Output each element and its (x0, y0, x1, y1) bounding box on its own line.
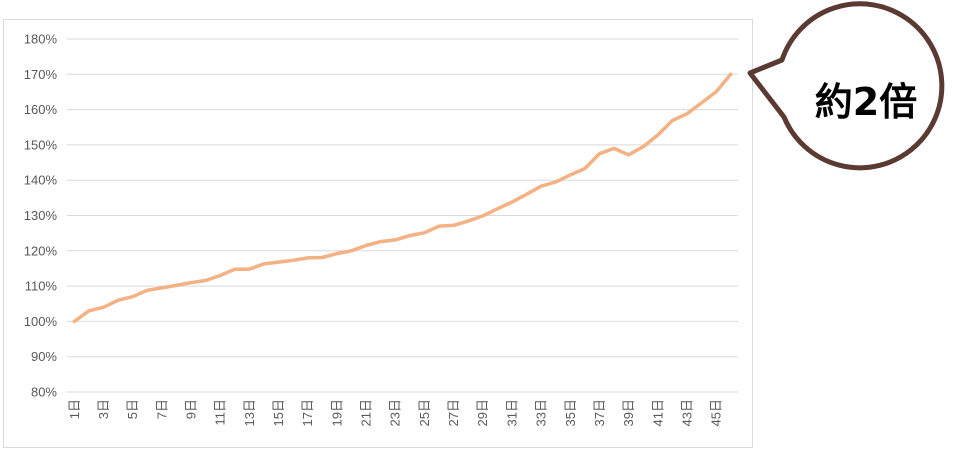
x-tick-label: 41日 (650, 399, 665, 426)
x-axis-ticks: 1日 3日 5日 7日 9日 11日 13日 15日 17日 19日 21日 23日 25日 27日 29日… (67, 399, 724, 426)
y-tick-label: 150% (24, 137, 58, 152)
x-tick-label: 39日 (621, 399, 636, 426)
y-tick-label: 140% (24, 173, 58, 188)
y-tick-label: 100% (24, 314, 58, 329)
gridlines (67, 38, 738, 393)
x-tick-label: 29日 (475, 399, 490, 426)
x-tick-label: 23日 (388, 399, 403, 426)
x-tick-label: 3日 (96, 399, 111, 419)
y-tick-label: 130% (24, 208, 58, 223)
x-tick-label: 13日 (242, 399, 257, 426)
x-tick-label: 21日 (359, 399, 374, 426)
x-tick-label: 45日 (709, 399, 724, 426)
x-tick-label: 5日 (125, 399, 140, 419)
x-tick-label: 7日 (154, 399, 169, 419)
x-tick-label: 1日 (67, 399, 82, 419)
x-tick-label: 43日 (679, 399, 694, 426)
x-tick-label: 19日 (329, 399, 344, 426)
x-tick-label: 35日 (563, 399, 578, 426)
y-tick-label: 170% (24, 67, 58, 82)
x-tick-label: 33日 (534, 399, 549, 426)
y-axis-ticks: 80% 90% 100% 110% 120% 130% 140% 150% 160% 170% 18… (24, 32, 58, 400)
y-tick-label: 110% (25, 279, 58, 294)
x-tick-label: 17日 (300, 399, 315, 426)
series-line (72, 72, 733, 324)
y-tick-label: 160% (24, 102, 58, 117)
callout-shape (747, 1, 945, 171)
y-tick-label: 180% (24, 32, 58, 47)
series-layer (72, 72, 733, 324)
x-tick-label: 27日 (446, 399, 461, 426)
x-tick-label: 11日 (213, 399, 228, 426)
callout-text: 約2倍 (815, 80, 917, 124)
y-tick-label: 80% (31, 385, 57, 400)
x-tick-label: 15日 (271, 399, 286, 426)
x-tick-label: 25日 (417, 399, 432, 426)
chart-frame (3, 19, 753, 448)
x-tick-label: 37日 (592, 399, 607, 426)
y-tick-label: 120% (24, 243, 58, 258)
y-tick-label: 90% (31, 349, 57, 364)
x-tick-label: 31日 (504, 399, 519, 426)
x-tick-label: 9日 (183, 399, 198, 419)
